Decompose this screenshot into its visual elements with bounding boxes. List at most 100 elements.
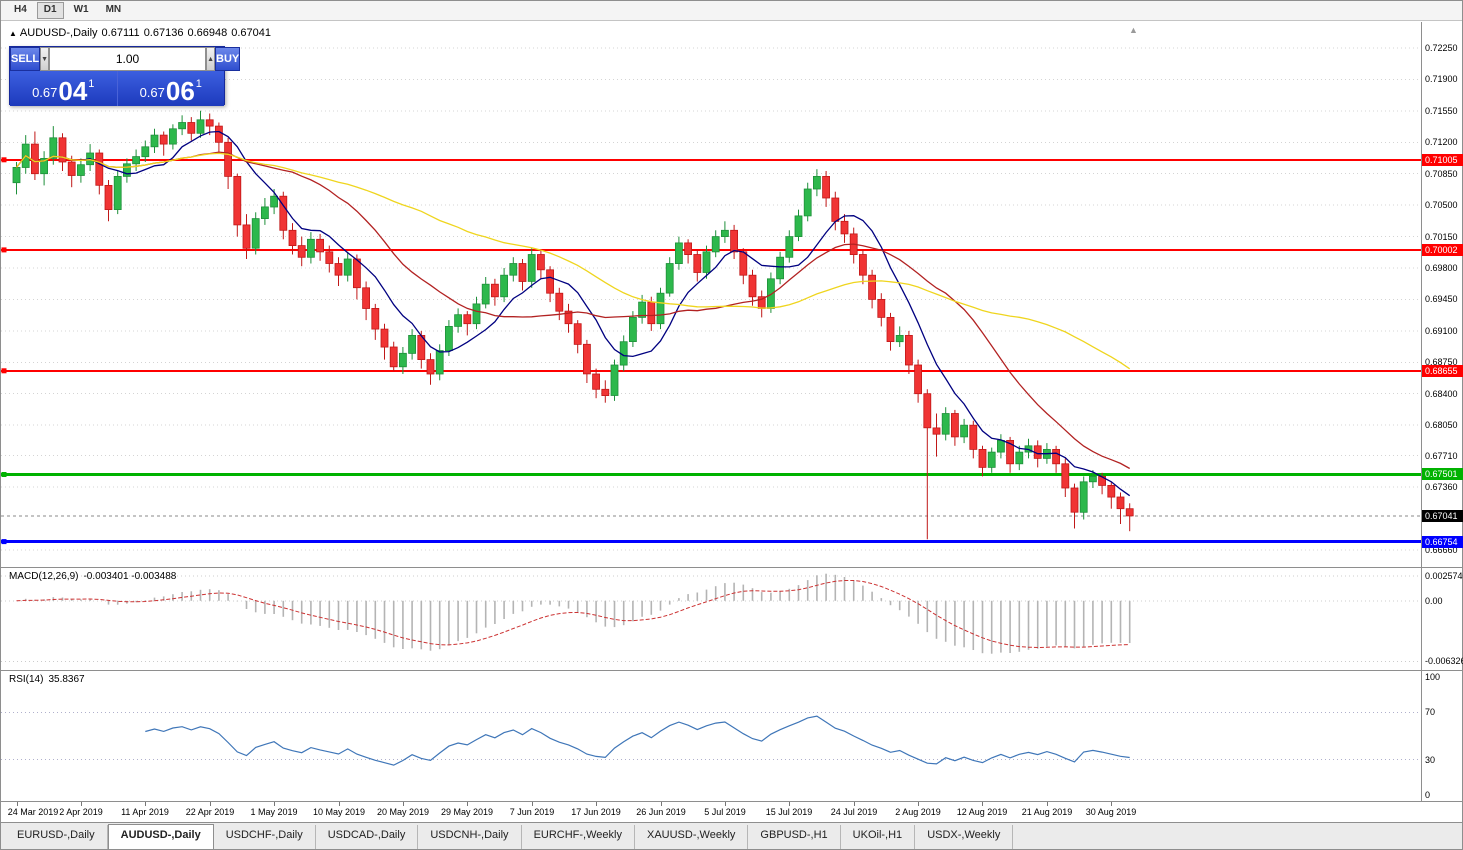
volume-input[interactable]	[49, 47, 207, 71]
timeframe-toolbar: H4 D1 W1 MN	[1, 1, 1462, 21]
date-axis-tick	[982, 802, 983, 806]
tab-xauusd-weekly[interactable]: XAUUSD-,Weekly	[635, 825, 749, 849]
price-axis-border	[1421, 22, 1422, 801]
buy-price[interactable]: 0.67 06 1	[116, 71, 225, 106]
sell-price[interactable]: 0.67 04 1	[10, 71, 117, 106]
date-axis-tick	[210, 802, 211, 806]
price-axis-label: 0.69800	[1425, 263, 1458, 273]
collapse-arrow-icon[interactable]: ▲	[1129, 25, 1138, 35]
tab-audusd-daily[interactable]: AUDUSD-,Daily	[107, 824, 214, 849]
date-axis-tick	[596, 802, 597, 806]
tab-usdcnh-daily[interactable]: USDCNH-,Daily	[418, 825, 522, 849]
sell-price-sup: 1	[88, 78, 95, 90]
date-axis-label: 15 Jul 2019	[765, 807, 813, 817]
date-axis-label: 12 Aug 2019	[956, 807, 1008, 817]
price-axis-label: 0.70150	[1425, 232, 1458, 242]
rsi-axis-label: 70	[1425, 707, 1436, 717]
date-axis-tick	[1111, 802, 1112, 806]
rsi-axis-label: 100	[1425, 672, 1441, 682]
buy-price-sup: 1	[195, 78, 202, 90]
rsi-label: RSI(14) 35.8367	[9, 674, 90, 685]
price-level-label: 0.70002	[1422, 244, 1463, 256]
price-axis-label: 0.70500	[1425, 200, 1458, 210]
timeframe-button-w1[interactable]: W1	[73, 4, 89, 15]
date-axis-label: 24 Jul 2019	[830, 807, 878, 817]
price-level-label: 0.71005	[1422, 154, 1463, 166]
date-axis-tick	[81, 802, 82, 806]
date-axis-tick	[145, 802, 146, 806]
ohlc-high: 0.67136	[143, 27, 184, 39]
date-axis-tick	[854, 802, 855, 806]
sell-price-big: 04	[58, 75, 88, 106]
macd-panel-separator[interactable]	[1, 567, 1462, 568]
trade-panel-prices: 0.67 04 1 0.67 06 1	[10, 71, 224, 106]
date-axis-label: 11 Apr 2019	[121, 807, 169, 817]
rsi-value: 35.8367	[48, 674, 85, 685]
date-axis-tick	[1047, 802, 1048, 806]
date-axis-label: 1 May 2019	[250, 807, 298, 817]
timeframe-button-mn[interactable]: MN	[105, 4, 122, 15]
rsi-panel-separator[interactable]	[1, 670, 1462, 671]
volume-increase-button[interactable]: ▲	[206, 47, 215, 71]
price-level-label: 0.67041	[1422, 510, 1463, 522]
tab-ukoil-h1[interactable]: UKOil-,H1	[841, 825, 916, 849]
macd-indicator-chart[interactable]	[1, 568, 1421, 669]
ohlc-open: 0.67111	[101, 27, 140, 39]
date-axis-label: 7 Jun 2019	[509, 807, 555, 817]
buy-button[interactable]: BUY	[215, 47, 241, 71]
rsi-indicator-chart[interactable]	[1, 671, 1421, 800]
rsi-name: RSI(14)	[9, 674, 44, 685]
chart-ohlc-readout: ▲ AUDUSD-,Daily 0.67111 0.67136 0.66948 0.670…	[9, 27, 275, 39]
tab-usdchf-daily[interactable]: USDCHF-,Daily	[214, 825, 316, 849]
sell-button[interactable]: SELL	[10, 47, 41, 71]
macd-axis-label: 0.00	[1425, 596, 1443, 606]
price-axis-label: 0.71900	[1425, 74, 1458, 84]
date-axis-label: 29 May 2019	[440, 807, 494, 817]
macd-name: MACD(12,26,9)	[9, 571, 79, 582]
price-axis-label: 0.69100	[1425, 326, 1458, 336]
macd-label: MACD(12,26,9) -0.003401 -0.003488	[9, 571, 181, 582]
date-axis-tick	[467, 802, 468, 806]
price-axis-label: 0.70850	[1425, 169, 1458, 179]
volume-decrease-button[interactable]: ▼	[40, 47, 50, 71]
sell-price-prefix: 0.67	[32, 85, 58, 100]
date-axis-tick	[661, 802, 662, 806]
timeframe-button-h4[interactable]: H4	[14, 4, 27, 15]
buy-price-prefix: 0.67	[139, 85, 165, 100]
main-price-chart[interactable]	[1, 22, 1421, 567]
price-axis-label: 0.68050	[1425, 420, 1458, 430]
timeframe-button-d1[interactable]: D1	[36, 2, 64, 19]
buy-price-big: 06	[165, 75, 195, 106]
tab-usdx-weekly[interactable]: USDX-,Weekly	[915, 825, 1014, 849]
tab-eurchf-weekly[interactable]: EURCHF-,Weekly	[522, 825, 635, 849]
date-axis-label: 21 Aug 2019	[1021, 807, 1073, 817]
tab-eurusd-daily[interactable]: EURUSD-,Daily	[5, 825, 108, 849]
price-level-label: 0.67501	[1422, 468, 1463, 480]
price-axis-label: 0.67360	[1425, 482, 1458, 492]
date-axis-tick	[532, 802, 533, 806]
price-axis-label: 0.72250	[1425, 43, 1458, 53]
date-axis-tick	[339, 802, 340, 806]
trade-panel-controls: SELL ▼ ▲ BUY	[10, 47, 241, 71]
date-axis-label: 26 Jun 2019	[636, 807, 686, 817]
date-axis-separator	[1, 801, 1462, 802]
date-axis-label: 24 Mar 2019	[7, 807, 59, 817]
price-axis-label: 0.68400	[1425, 389, 1458, 399]
tab-usdcad-daily[interactable]: USDCAD-,Daily	[316, 825, 419, 849]
macd-axis-label: -0.0063260	[1425, 656, 1463, 666]
price-level-label: 0.68655	[1422, 365, 1463, 377]
price-axis-label: 0.67710	[1425, 451, 1458, 461]
date-axis-tick	[17, 802, 18, 806]
chart-tab-bar: EURUSD-,Daily AUDUSD-,Daily USDCHF-,Daily U…	[1, 822, 1462, 849]
tab-gbpusd-h1[interactable]: GBPUSD-,H1	[748, 825, 841, 849]
date-axis-tick	[789, 802, 790, 806]
date-axis-label: 10 May 2019	[312, 807, 366, 817]
rsi-axis-label: 30	[1425, 755, 1436, 765]
date-axis-label: 17 Jun 2019	[571, 807, 621, 817]
date-axis-tick	[725, 802, 726, 806]
ohlc-close: 0.67041	[231, 27, 271, 39]
price-level-label: 0.66754	[1422, 536, 1463, 548]
date-axis-label: 20 May 2019	[376, 807, 430, 817]
